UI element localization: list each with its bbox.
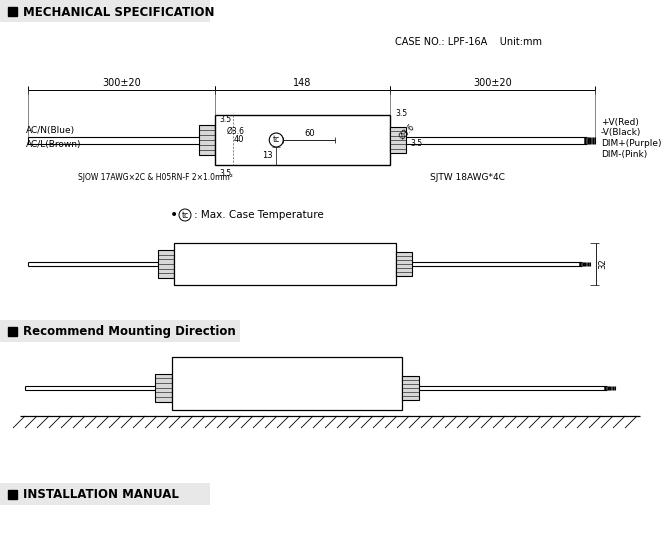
Text: 148: 148 bbox=[293, 78, 312, 88]
Text: tc: tc bbox=[273, 135, 280, 145]
Text: CASE NO.: LPF-16A    Unit:mm: CASE NO.: LPF-16A Unit:mm bbox=[395, 37, 542, 47]
Bar bbox=[0, 0, 210, 22]
Text: 3.5: 3.5 bbox=[395, 108, 407, 118]
Bar bbox=[0, 483, 210, 505]
Text: 60: 60 bbox=[304, 129, 314, 138]
Bar bbox=[158, 250, 174, 278]
Text: INSTALLATION MANUAL: INSTALLATION MANUAL bbox=[23, 488, 179, 502]
Text: 32: 32 bbox=[598, 258, 608, 270]
Text: 3.5: 3.5 bbox=[219, 168, 231, 178]
Text: 13: 13 bbox=[262, 151, 273, 161]
Bar bbox=[390, 127, 406, 153]
Text: AC/L(Brown): AC/L(Brown) bbox=[26, 140, 82, 150]
Text: DIM+(Purple): DIM+(Purple) bbox=[601, 140, 661, 148]
Text: : Max. Case Temperature: : Max. Case Temperature bbox=[194, 210, 324, 220]
Bar bbox=[0, 320, 240, 342]
Bar bbox=[199, 125, 215, 155]
Bar bbox=[8, 490, 17, 499]
Text: tc: tc bbox=[182, 211, 189, 219]
Text: 300±20: 300±20 bbox=[102, 78, 141, 88]
Bar bbox=[155, 373, 172, 402]
Text: Ø3.6: Ø3.6 bbox=[227, 126, 245, 135]
Bar bbox=[8, 7, 17, 16]
Text: AC/N(Blue): AC/N(Blue) bbox=[26, 126, 75, 135]
Bar bbox=[396, 252, 412, 276]
Text: •: • bbox=[170, 208, 178, 222]
Bar bbox=[174, 243, 396, 285]
Text: MECHANICAL SPECIFICATION: MECHANICAL SPECIFICATION bbox=[23, 6, 214, 19]
Text: 300±20: 300±20 bbox=[473, 78, 512, 88]
Bar bbox=[172, 357, 402, 410]
Text: +V(Red): +V(Red) bbox=[601, 118, 639, 127]
Text: Ø3.6: Ø3.6 bbox=[398, 123, 417, 141]
Text: -V(Black): -V(Black) bbox=[601, 129, 641, 138]
Text: SJTW 18AWG*4C: SJTW 18AWG*4C bbox=[430, 173, 505, 183]
Text: 3.5: 3.5 bbox=[219, 116, 231, 124]
Text: SJOW 17AWG×2C & H05RN-F 2×1.0mm²: SJOW 17AWG×2C & H05RN-F 2×1.0mm² bbox=[78, 173, 233, 183]
Text: Recommend Mounting Direction: Recommend Mounting Direction bbox=[23, 326, 236, 338]
Bar bbox=[402, 376, 419, 399]
Bar bbox=[8, 327, 17, 336]
Text: 40: 40 bbox=[234, 135, 245, 145]
Text: DIM-(Pink): DIM-(Pink) bbox=[601, 151, 647, 160]
Text: 3.5: 3.5 bbox=[410, 140, 422, 148]
Bar bbox=[215, 115, 390, 165]
